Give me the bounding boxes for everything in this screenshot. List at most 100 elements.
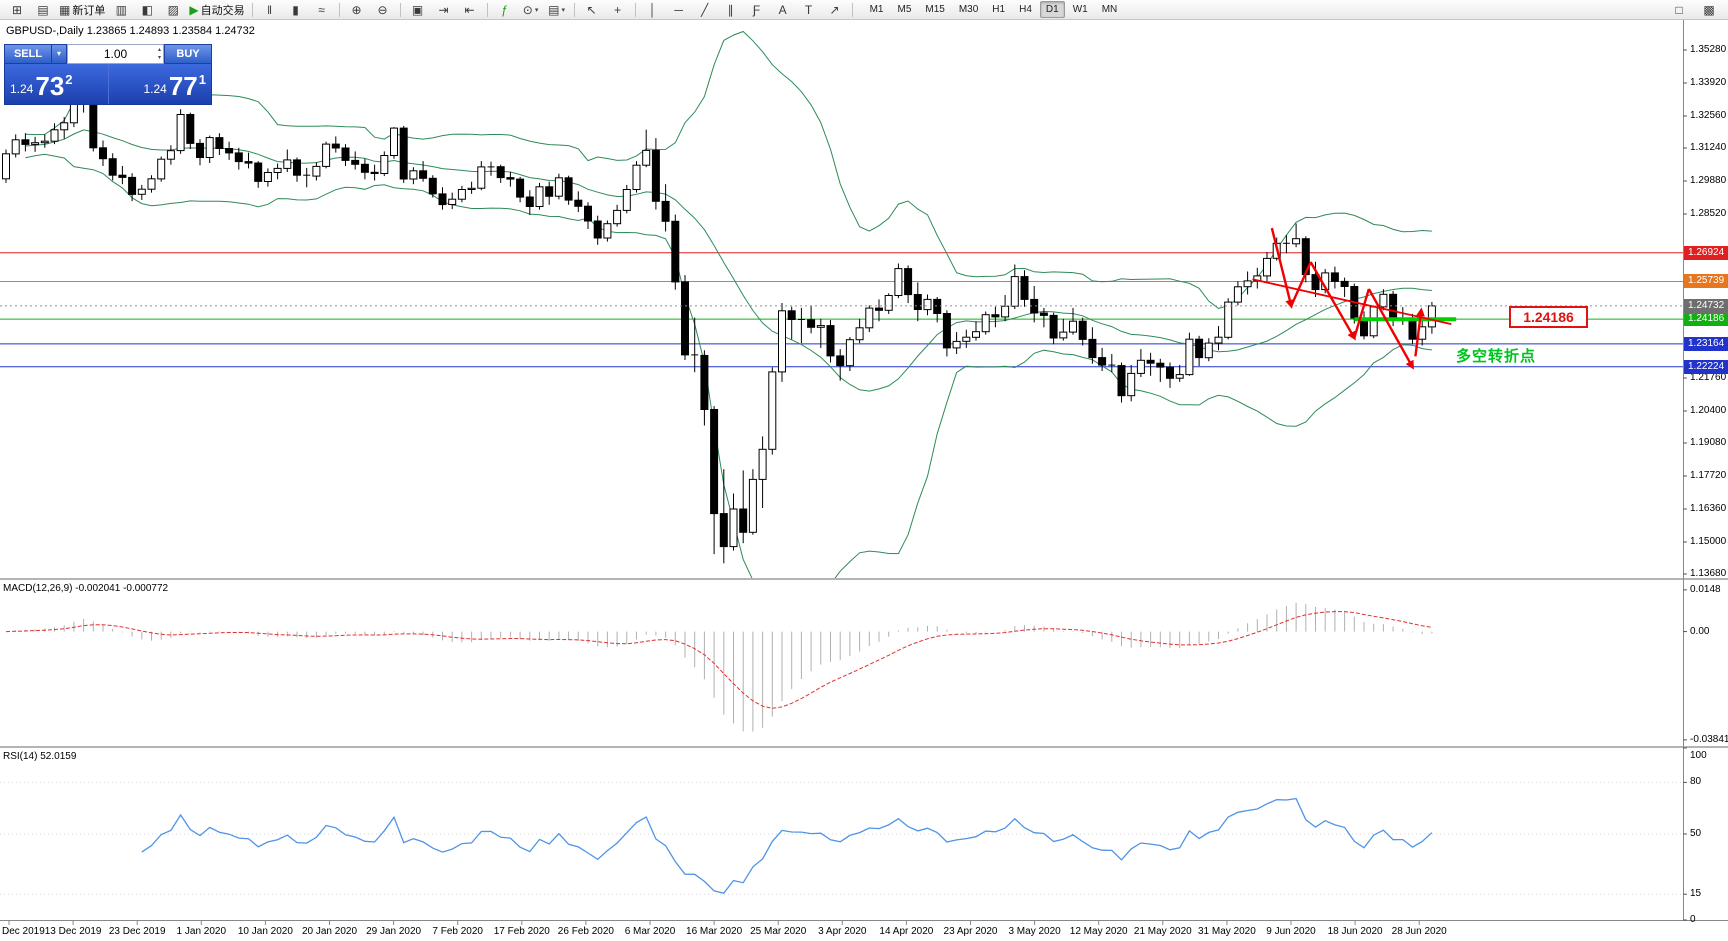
macd-panel[interactable] [5,602,1433,732]
rsi-panel[interactable] [0,781,1683,895]
sell-price-pips: 73 [35,71,65,101]
timeframe-h1-button[interactable]: H1 [992,4,1006,15]
new-chart-button[interactable]: ⊞ [4,0,30,20]
main-price-panel[interactable] [0,30,1683,599]
crosshair-button[interactable]: + [605,0,631,20]
auto-trading-button[interactable]: ▶ 自动交易 [186,0,247,20]
auto-trading-icon: ▶ [189,2,199,17]
panel-separator-macd[interactable] [0,578,1728,580]
bar-chart-mode-button[interactable]: ‖ [257,0,283,20]
turning-point-annotation[interactable]: 多空转折点 [1456,348,1537,365]
market-watch-button[interactable]: ▥ [108,0,134,20]
timeframe-mn-button[interactable]: MN [1101,4,1118,15]
toolbar-right-icon-b-button[interactable]: ▩ [1696,0,1722,20]
new-order-button[interactable]: ▦ 新订单 [56,0,108,20]
chart-ohlc-values: 1.23865 1.24893 1.23584 1.24732 [86,25,255,37]
indicators-button[interactable]: ƒ [492,0,518,20]
horizontal-line-icon: ─ [674,2,683,17]
bollinger-middle-band [25,129,1432,392]
chart-shift-button[interactable]: ⇤ [457,0,483,20]
toolbar-right-icon-a-button[interactable]: □ [1666,0,1692,20]
strategy-tester-icon: ▨ [167,2,180,17]
volume-stepper[interactable]: ▴ ▾ [158,46,161,62]
toolbar-separator [486,2,488,17]
indicators-icon: ƒ [501,2,508,17]
chart-profiles-button[interactable]: ▤ [30,0,56,20]
periods-button[interactable]: ⊙ ▾ [518,0,544,20]
text-label-button[interactable]: T [796,0,822,20]
data-window-button[interactable]: ◧ [134,0,160,20]
fibonacci-button[interactable]: Ƒ [744,0,770,20]
chart-profiles-icon: ▤ [37,2,49,17]
zoom-in-button[interactable]: ⊕ [344,0,370,20]
bollinger-lower-band [25,153,1432,578]
buy-price[interactable]: 1.24 77 1 [109,64,212,104]
stepper-up-icon[interactable]: ▴ [157,47,161,53]
tile-windows-icon: ▣ [411,2,424,17]
text-icon: A [778,2,787,17]
zoom-in-icon: ⊕ [351,2,362,17]
text-label-icon: T [804,2,813,17]
timeframe-w1-button[interactable]: W1 [1072,4,1088,15]
one-click-trading-panel: SELL ▾ 1.00 ▴ ▾ BUY 1.24 73 2 1.24 77 1 [4,44,212,105]
bollinger-upper-band [25,30,1432,309]
timeframe-m30-button[interactable]: M30 [958,4,979,15]
horizontal-line-button[interactable]: ─ [666,0,692,20]
timeframe-d1-button[interactable]: D1 [1039,1,1065,18]
panel-separator-rsi[interactable] [0,746,1728,748]
price-level-annotation[interactable]: 1.24186 [1509,306,1588,328]
stepper-down-icon[interactable]: ▾ [157,55,161,61]
vertical-line-button[interactable]: │ [640,0,666,20]
vertical-line-icon: │ [648,2,657,17]
toolbar-separator [634,2,636,17]
horizontal-lines[interactable] [0,252,1683,368]
volume-value[interactable]: 1.00 [103,47,128,61]
chart-ohlc-info: GBPUSD-,Daily 1.23865 1.24893 1.23584 1.… [6,25,255,37]
timeframe-m1-button[interactable]: M1 [869,4,884,15]
crosshair-icon: + [614,2,622,17]
order-type-dropdown[interactable]: ▾ [52,44,67,64]
auto-scroll-button[interactable]: ⇥ [431,0,457,20]
volume-field[interactable]: 1.00 ▴ ▾ [67,44,164,64]
line-chart-mode-button[interactable]: ≈ [309,0,335,20]
buy-price-pips: 77 [168,71,198,101]
rsi-indicator-label: RSI(14) 52.0159 [3,751,77,762]
auto-scroll-icon: ⇥ [438,2,449,17]
arrow-tools-icon: ↗ [829,2,840,17]
toolbar-separator [851,2,853,17]
sell-price[interactable]: 1.24 73 2 [5,64,109,104]
chevron-down-icon: ▾ [534,6,539,14]
line-chart-mode-icon: ≈ [318,2,325,17]
timeframe-h4-button[interactable]: H4 [1019,4,1032,15]
candlestick-mode-button[interactable]: ▮ [283,0,309,20]
equidistant-channel-icon: ∥ [727,2,734,17]
tile-windows-button[interactable]: ▣ [405,0,431,20]
macd-signal-line [5,611,1432,709]
equidistant-channel-button[interactable]: ∥ [718,0,744,20]
templates-icon: ▤ [548,2,560,17]
bar-chart-mode-icon: ‖ [267,2,273,17]
toolbar-separator [338,2,340,17]
price-axis[interactable] [1684,20,1728,920]
new-chart-icon: ⊞ [11,2,23,17]
trendline-icon: ╱ [700,2,709,17]
toolbar-right-icon-b-icon: ▩ [1703,2,1715,17]
strategy-tester-button[interactable]: ▨ [160,0,186,20]
trendline-button[interactable]: ╱ [692,0,718,20]
cursor-button[interactable]: ↖ [579,0,605,20]
sell-price-big-figure: 1.24 [10,82,34,96]
buy-button[interactable]: BUY [164,44,212,64]
zoom-out-button[interactable]: ⊖ [370,0,396,20]
red-zigzag-drawing[interactable] [1270,227,1425,370]
chevron-down-icon: ▾ [57,49,62,58]
text-button[interactable]: A [770,0,796,20]
toolbar-separator [251,2,253,17]
arrow-tools-button[interactable]: ↗ [822,0,848,20]
timeframe-m15-button[interactable]: M15 [925,4,945,15]
timeframe-m5-button[interactable]: M5 [897,4,912,15]
sell-button[interactable]: SELL [4,44,52,64]
templates-button[interactable]: ▤ ▾ [544,0,570,20]
time-axis[interactable] [0,921,1683,941]
cursor-icon: ↖ [586,2,597,17]
